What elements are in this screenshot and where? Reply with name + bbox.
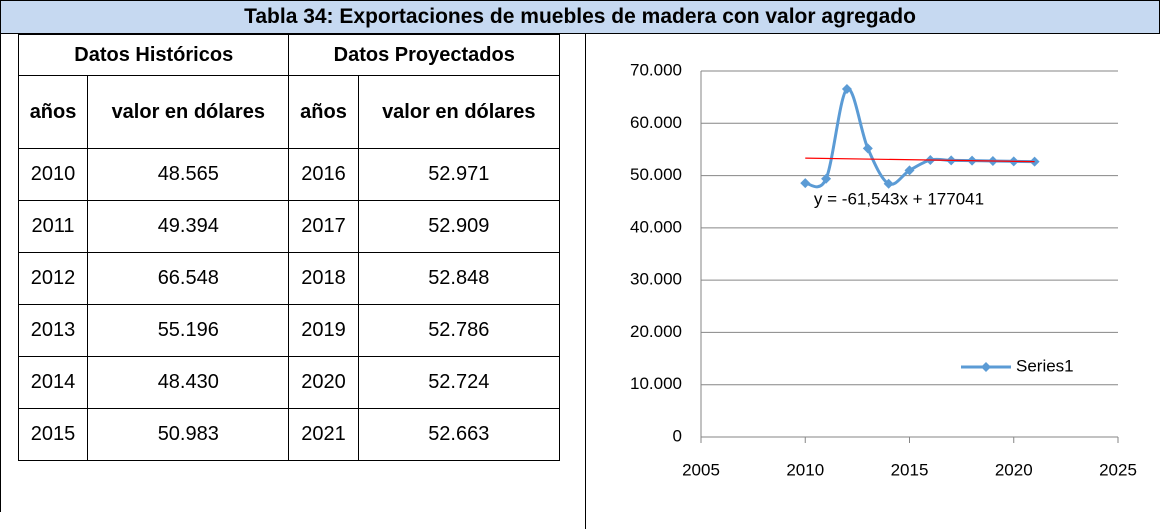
cell: 50.983 <box>87 408 290 461</box>
column-header: años <box>288 75 359 149</box>
data-point <box>862 143 873 154</box>
column-header: valor en dólares <box>357 75 561 149</box>
group-header: Datos Proyectados <box>288 34 560 76</box>
cell: 2014 <box>17 356 89 409</box>
cell: 2011 <box>17 200 89 253</box>
data-row: 2015 50.983 2021 52.663 <box>17 408 561 461</box>
data-point <box>821 173 832 184</box>
cell: 49.394 <box>87 200 290 253</box>
data-point <box>904 165 915 176</box>
cell: 52.663 <box>357 408 561 461</box>
data-row: 2011 49.394 2017 52.909 <box>17 200 561 253</box>
cell: 2021 <box>288 408 359 461</box>
series-line <box>804 87 1035 189</box>
data-point <box>841 84 852 95</box>
cell: 52.909 <box>357 200 561 253</box>
legend-label: Series1 <box>1016 356 1074 375</box>
data-point <box>800 178 811 189</box>
group-header: Datos Históricos <box>17 34 290 76</box>
cell: 52.971 <box>357 148 561 201</box>
table-title: Tabla 34: Exportaciones de muebles de ma… <box>0 0 1160 34</box>
column-header: años <box>17 75 89 149</box>
cell: 2018 <box>288 252 359 305</box>
y-tick-label: 0 <box>673 426 682 445</box>
cell: 2012 <box>17 252 89 305</box>
cell: 2013 <box>17 304 89 357</box>
cell: 2019 <box>288 304 359 357</box>
x-tick-label: 2015 <box>891 460 929 479</box>
legend-marker <box>981 362 991 372</box>
x-tick-label: 2020 <box>995 460 1033 479</box>
x-tick-label: 2025 <box>1099 460 1137 479</box>
data-row: 2014 48.430 2020 52.724 <box>17 356 561 409</box>
cell: 52.724 <box>357 356 561 409</box>
y-tick-label: 40.000 <box>630 217 682 236</box>
cell: 2010 <box>17 148 89 201</box>
cell: 2020 <box>288 356 359 409</box>
chart: 0 10.000 20.000 30.000 40.000 50.000 60.000 70.… <box>585 34 1137 529</box>
data-row: 2010 48.565 2016 52.971 <box>17 148 561 201</box>
cell: 52.786 <box>357 304 561 357</box>
data-row: 2013 55.196 2019 52.786 <box>17 304 561 357</box>
y-tick-label: 30.000 <box>630 270 682 289</box>
y-tick-label: 60.000 <box>630 113 682 132</box>
trendline-label: y = -61,543x + 177041 <box>814 189 984 208</box>
group-header-row: Datos Históricos Datos Proyectados <box>17 34 560 76</box>
cell: 66.548 <box>87 252 290 305</box>
cell: 48.430 <box>87 356 290 409</box>
x-tick-label: 2010 <box>786 460 824 479</box>
cell: 55.196 <box>87 304 290 357</box>
cell: 52.848 <box>357 252 561 305</box>
cell: 2015 <box>17 408 89 461</box>
y-tick-label: 50.000 <box>630 165 682 184</box>
data-point <box>883 178 894 189</box>
column-header: valor en dólares <box>87 75 290 149</box>
cell: 2017 <box>288 200 359 253</box>
column-header-row: años valor en dólares años valor en dólares <box>17 75 561 149</box>
y-tick-label: 70.000 <box>630 60 682 79</box>
frame-border <box>0 34 1 512</box>
y-tick-label: 20.000 <box>630 322 682 341</box>
x-tick-label: 2005 <box>682 460 720 479</box>
data-row: 2012 66.548 2018 52.848 <box>17 252 561 305</box>
cell: 48.565 <box>87 148 290 201</box>
y-tick-label: 10.000 <box>630 374 682 393</box>
cell: 2016 <box>288 148 359 201</box>
trendline <box>805 157 1035 163</box>
data-table: Datos Históricos Datos Proyectados años val… <box>17 34 561 461</box>
